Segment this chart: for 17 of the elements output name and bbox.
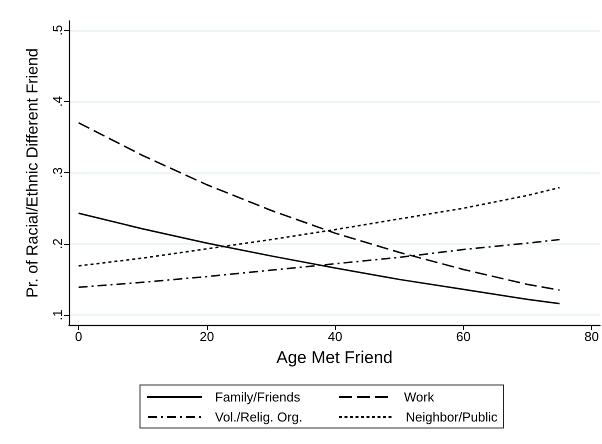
line-series	[78, 122, 560, 291]
y-tick-label: .3	[50, 167, 65, 178]
legend-label: Work	[404, 390, 435, 404]
legend-label: Neighbor/Public	[406, 410, 498, 424]
legend-label: Vol./Relig. Org.	[215, 410, 302, 424]
x-tick-label: 80	[584, 329, 599, 344]
x-axis-title: Age Met Friend	[276, 348, 393, 367]
x-tick-label: 0	[75, 329, 82, 344]
y-tick-label: .5	[50, 24, 65, 36]
y-axis-title: Pr. of Racial/Ethnic Different Friend	[24, 48, 42, 298]
y-tick-label: .4	[50, 96, 65, 107]
legend-label: Family/Friends	[215, 390, 301, 404]
x-tick-label: 60	[456, 329, 471, 344]
x-tick-label: 20	[200, 329, 214, 344]
x-tick-label: 40	[328, 329, 342, 344]
y-tick-label: .2	[50, 238, 65, 250]
y-tick-label: .1	[50, 310, 65, 320]
